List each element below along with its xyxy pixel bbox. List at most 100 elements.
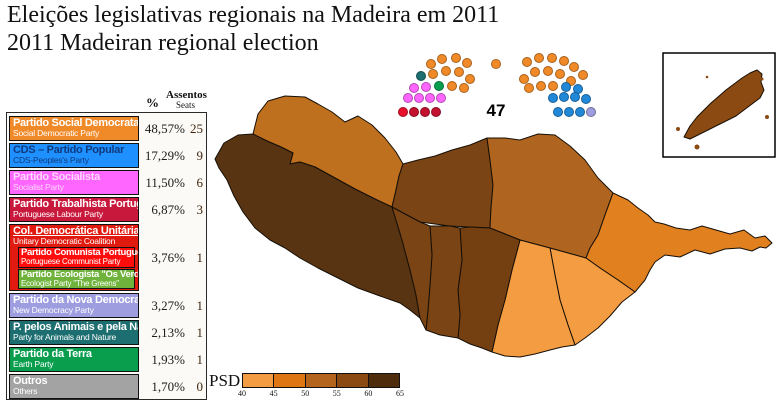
party-name-pt: Outros [13, 375, 48, 387]
party-color-box-ps: Partido Socialista Socialist Party [9, 170, 139, 195]
islet-icon [676, 127, 680, 131]
seat-dot-psd [536, 81, 546, 91]
header-seats-pt: Assentos [166, 89, 207, 101]
seat-dot-cds [570, 92, 580, 102]
seat-dot-psd [428, 69, 438, 79]
party-name-pt: P. pelos Animais e pela Natureza [13, 321, 138, 333]
party-name-pt: Partido da Nova Democracia [13, 294, 138, 306]
seat-dot-psd [547, 53, 557, 63]
party-name-pt: Partido Social Democrata [13, 117, 139, 129]
seat-dot-ps [425, 93, 435, 103]
colorbar-tick: 45 [269, 389, 278, 398]
party-color-box-cds: CDS – Partido Popular CDS-Peoples's Party [9, 143, 139, 168]
party-seats: 25 [190, 120, 203, 136]
party-name-en: Portuguese Labour Party [13, 209, 103, 219]
party-percent: 17,29% [144, 147, 185, 163]
party-row-mpt: Partido da Terra Earth Party 1,93% 1 [9, 347, 204, 372]
party-percent: 2,13% [151, 324, 185, 340]
islet-icon [694, 144, 700, 150]
party-name-en: Unitary Democratic Coalition [13, 236, 116, 246]
seat-dot-cds [575, 107, 585, 117]
party-percent: 48,57% [144, 120, 185, 136]
party-row-ps: Partido Socialista Socialist Party 11,50% 6 [9, 170, 204, 195]
seat-dot-psd [534, 53, 544, 63]
party-name-en: Social Democratic Party [13, 128, 100, 138]
party-percent: 3,27% [151, 297, 185, 313]
party-results-table: Partido Social Democrata Social Democrati… [6, 112, 207, 400]
party-seats: 3 [196, 201, 204, 217]
party-seats: 1 [196, 351, 204, 367]
map-region-calheta [214, 133, 421, 319]
party-name-en: CDS-Peoples's Party [13, 155, 89, 165]
seat-dot-cds [559, 92, 569, 102]
header-seats-en: Seats [176, 100, 195, 110]
party-color-box-outros: Outros Others [9, 374, 139, 399]
party-percent: 11,50% [145, 174, 185, 190]
seat-dot-pan [416, 71, 426, 81]
seat-dot-ptp [431, 107, 441, 117]
title-line-en: 2011 Madeiran regional election [7, 30, 319, 56]
seat-dot-psd [543, 66, 553, 76]
seat-dot-ps [436, 93, 446, 103]
map-region-sao-vicente [391, 137, 494, 229]
colorbar-segment-5 [367, 373, 401, 388]
seat-dot-pnd [586, 107, 596, 117]
seat-dot-ps [403, 93, 413, 103]
party-name-pt: Col. Democrática Unitária [13, 225, 139, 237]
party-row-psd: Partido Social Democrata Social Democrati… [9, 116, 204, 141]
party-seats: 1 [196, 297, 204, 313]
party-seats: 0 [196, 378, 204, 394]
seat-dot-ptp [420, 107, 430, 117]
party-percent: 3,76% [151, 249, 185, 265]
party-name-pt: Partido Ecologista "Os Verdes" [21, 268, 139, 280]
islet-icon [765, 115, 769, 119]
seat-dot-psd [454, 67, 464, 77]
party-color-box-pan: P. pelos Animais e pela NaturezaParty fo… [9, 320, 139, 345]
colorbar-segment-2 [273, 373, 306, 388]
colorbar-segment-4 [336, 373, 369, 388]
title-line-pt: Eleições legislativas regionais na Madei… [7, 2, 500, 28]
party-name-en: New Democracy Party [13, 305, 94, 315]
colorbar-label: PSD [209, 371, 241, 390]
seat-dot-psd [451, 53, 461, 63]
seat-dot-psd [578, 70, 588, 80]
party-row-cds: CDS – Partido Popular CDS-Peoples's Party… [9, 143, 204, 168]
colorbar-segment-3 [304, 373, 338, 388]
colorbar-tick: 65 [396, 389, 404, 398]
islet-icon [760, 77, 764, 81]
seat-dot-psd [519, 74, 529, 84]
colorbar-segment-1 [242, 373, 275, 388]
seat-dot-psd [426, 59, 436, 69]
map-region-ponta-do-sol [391, 206, 433, 331]
seat-dot-psd [462, 58, 472, 68]
seat-dot-ps [414, 93, 424, 103]
party-row-cdu: Col. Democrática Unitária Unitary Democra… [9, 224, 204, 291]
seat-dot-cdu [398, 107, 408, 117]
party-seats: 6 [196, 174, 204, 190]
seat-dot-psd [465, 74, 475, 84]
colorbar-tick: 55 [332, 389, 341, 398]
party-name-pt: Partido Comunista Português [21, 247, 139, 258]
party-percent: 1,93% [151, 351, 185, 367]
header-percent: % [146, 95, 159, 110]
map-region-porto-santo [683, 69, 765, 140]
seat-dot-mpt [434, 81, 444, 91]
seat-dot-psd [441, 66, 451, 76]
party-row-outros: Outros Others 1,70% 0 [9, 374, 204, 399]
seat-dot-psd [459, 83, 469, 93]
seat-dot-psd [447, 81, 457, 91]
seat-dot-cds [581, 94, 591, 104]
party-name-pt: Partido da Terra [13, 348, 92, 360]
seat-dot-ps [409, 83, 419, 93]
party-color-box-cdu: Col. Democrática Unitária Unitary Democra… [9, 224, 139, 291]
islet-icon [705, 75, 709, 79]
seat-dot-psd [566, 76, 576, 86]
party-row-ptp: Partido Trabalhista PortuguêsPortuguese … [9, 197, 204, 222]
seat-dot-psd [437, 54, 447, 64]
party-color-box-psd: Partido Social Democrata Social Democrati… [9, 116, 139, 141]
party-name-en: Socialist Party [13, 182, 64, 192]
seat-dot-ps [421, 82, 431, 92]
party-name-pt: Partido Trabalhista Português [13, 198, 138, 210]
seat-dot-psd [522, 57, 532, 67]
